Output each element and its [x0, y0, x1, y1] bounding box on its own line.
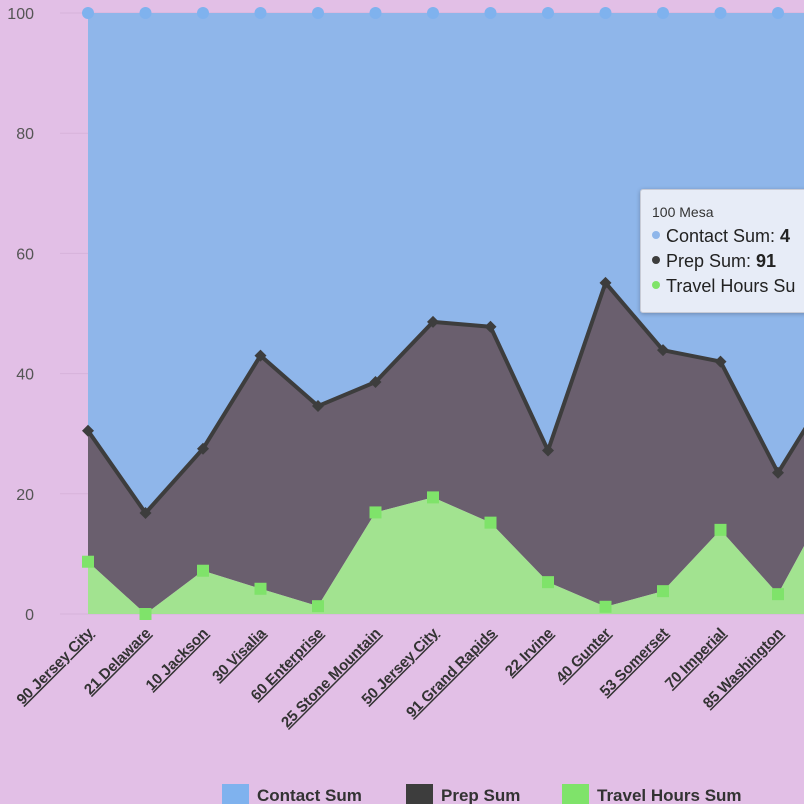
marker-prep-sum[interactable]	[82, 424, 94, 437]
marker-contact-sum[interactable]	[369, 7, 382, 19]
legend-label[interactable]: Contact Sum	[257, 786, 362, 804]
marker-travel-hours-sum[interactable]	[772, 588, 784, 601]
tooltip-dot-travel	[652, 281, 660, 290]
marker-contact-sum[interactable]	[139, 7, 152, 19]
x-tick-label[interactable]: 10 Jackson	[143, 625, 212, 694]
marker-prep-sum[interactable]	[772, 466, 784, 479]
marker-travel-hours-sum[interactable]	[657, 585, 669, 598]
marker-travel-hours-sum[interactable]	[254, 582, 267, 595]
area-travel-hours-sum	[88, 497, 804, 614]
tooltip-value-contact: 4	[780, 226, 791, 246]
legend-label[interactable]: Prep Sum	[441, 786, 520, 804]
marker-prep-sum[interactable]	[254, 349, 267, 362]
marker-travel-hours-sum[interactable]	[139, 608, 152, 620]
marker-contact-sum[interactable]	[197, 7, 209, 19]
marker-travel-hours-sum[interactable]	[484, 516, 497, 529]
marker-travel-hours-sum[interactable]	[599, 600, 612, 613]
marker-contact-sum[interactable]	[312, 7, 324, 19]
marker-prep-sum[interactable]	[369, 376, 382, 389]
marker-contact-sum[interactable]	[657, 7, 669, 19]
marker-prep-sum[interactable]	[599, 276, 612, 289]
tooltip-row-contact: Contact Sum: 4	[652, 224, 804, 249]
x-tick-label[interactable]: 25 Stone Mountain	[278, 625, 384, 731]
tooltip-row-travel: Travel Hours Su	[652, 274, 804, 299]
marker-travel-hours-sum[interactable]	[82, 555, 94, 568]
tooltip: 100 Mesa Contact Sum: 4 Prep Sum: 91 Tra…	[640, 189, 804, 313]
marker-travel-hours-sum[interactable]	[369, 506, 382, 519]
y-tick-label: 40	[16, 367, 34, 384]
marker-travel-hours-sum[interactable]	[197, 564, 209, 577]
marker-travel-hours-sum[interactable]	[427, 491, 439, 504]
tooltip-row-prep: Prep Sum: 91	[652, 249, 804, 274]
tooltip-title: 100 Mesa	[652, 204, 714, 220]
tooltip-dot-prep	[652, 256, 660, 265]
tooltip-label-travel: Travel Hours Su	[666, 276, 796, 296]
x-tick-label[interactable]: 90 Jersey City	[13, 624, 97, 708]
tooltip-value-prep: 91	[756, 251, 777, 271]
x-tick-label[interactable]: 22 Irvine	[502, 625, 557, 680]
line-prep-sum	[86, 280, 804, 516]
marker-prep-sum[interactable]	[714, 355, 727, 368]
marker-contact-sum[interactable]	[542, 7, 554, 19]
marker-contact-sum[interactable]	[427, 7, 439, 19]
legend-swatch[interactable]	[562, 784, 589, 804]
marker-prep-sum[interactable]	[427, 315, 439, 328]
marker-travel-hours-sum[interactable]	[714, 523, 727, 536]
y-axis-ticks: 0 20 40 60 80 100	[7, 6, 34, 624]
marker-travel-hours-sum[interactable]	[542, 576, 554, 589]
y-tick-label: 100	[7, 6, 34, 23]
marker-travel-hours-sum[interactable]	[312, 600, 324, 613]
y-tick-label: 80	[16, 126, 34, 143]
series-markers	[82, 7, 784, 620]
marker-prep-sum[interactable]	[197, 442, 209, 455]
tooltip-label-contact: Contact Sum:	[666, 226, 781, 246]
area-contact-sum	[88, 13, 804, 514]
marker-contact-sum[interactable]	[714, 7, 727, 19]
series-areas	[88, 13, 804, 614]
marker-contact-sum[interactable]	[484, 7, 497, 19]
legend-label[interactable]: Travel Hours Sum	[597, 786, 742, 804]
marker-prep-sum[interactable]	[139, 507, 152, 520]
y-tick-label: 60	[16, 246, 34, 263]
area-prep-sum	[88, 282, 804, 614]
legend: Contact Sum Prep Sum Travel Hours Sum	[222, 784, 742, 804]
tooltip-dot-contact	[652, 231, 660, 240]
marker-prep-sum[interactable]	[542, 444, 554, 457]
legend-swatch[interactable]	[406, 784, 433, 804]
marker-prep-sum[interactable]	[484, 320, 497, 333]
x-tick-label[interactable]: 40 Gunter	[553, 625, 615, 687]
marker-prep-sum[interactable]	[312, 400, 324, 413]
y-tick-label: 20	[16, 487, 34, 504]
marker-prep-sum[interactable]	[657, 344, 669, 357]
marker-contact-sum[interactable]	[254, 7, 267, 19]
tooltip-label-prep: Prep Sum:	[666, 251, 757, 271]
y-tick-label: 0	[25, 607, 34, 624]
marker-contact-sum[interactable]	[599, 7, 612, 19]
marker-contact-sum[interactable]	[82, 7, 94, 19]
x-tick-label[interactable]: 30 Visalia	[209, 624, 270, 685]
series-lines	[86, 280, 804, 516]
marker-contact-sum[interactable]	[772, 7, 784, 19]
legend-swatch[interactable]	[222, 784, 249, 804]
